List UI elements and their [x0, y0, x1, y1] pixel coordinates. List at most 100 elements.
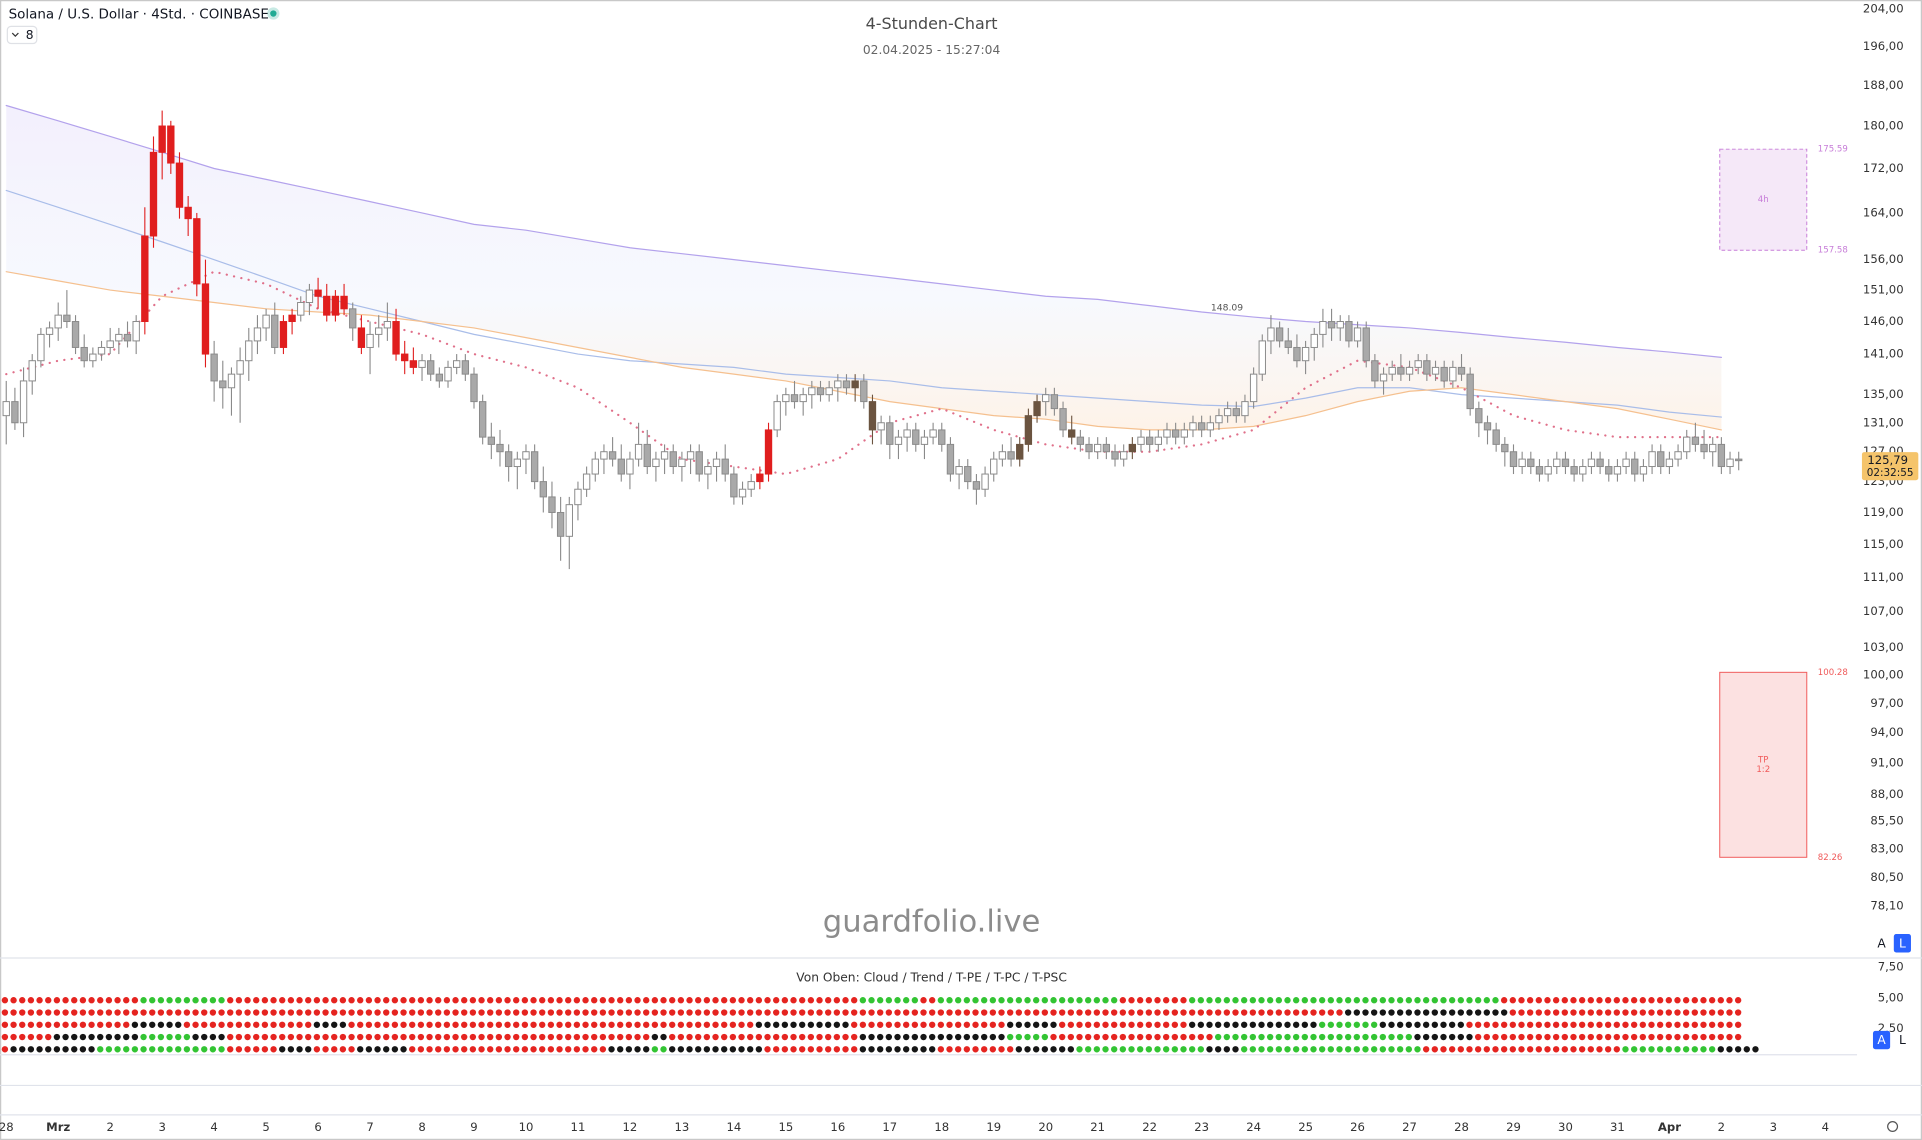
signal-dot — [209, 997, 217, 1004]
candle-body — [461, 360, 470, 375]
signal-dot — [1058, 1021, 1066, 1028]
signal-dot — [902, 1009, 910, 1016]
indicator-count[interactable]: 8 — [26, 28, 34, 42]
signal-dot — [175, 1046, 182, 1053]
signal-dot — [729, 1046, 737, 1053]
signal-dot — [322, 1046, 329, 1053]
indicator-toggle[interactable] — [6, 25, 38, 45]
y-tick-label: 196,00 — [1863, 39, 1904, 53]
settings-icon[interactable] — [1887, 1120, 1899, 1133]
signal-dot — [980, 997, 988, 1004]
candle-body — [1293, 346, 1301, 362]
signal-dot — [400, 997, 407, 1004]
signal-dot — [773, 1046, 780, 1053]
candle-body — [695, 451, 703, 475]
signal-dot — [885, 1046, 893, 1053]
signal-dot — [1526, 1009, 1534, 1016]
signal-dot — [1414, 1033, 1421, 1041]
signal-dot — [365, 1033, 373, 1041]
signal-dot — [374, 997, 381, 1004]
signal-dot — [1639, 1033, 1646, 1041]
signal-dot — [1223, 997, 1231, 1004]
signal-dot — [946, 1009, 953, 1016]
candle-body — [1007, 451, 1015, 460]
signal-dot — [36, 1021, 43, 1028]
candle-body — [496, 443, 504, 453]
signal-dot — [235, 1021, 243, 1028]
signal-dot — [1509, 997, 1517, 1004]
signal-dot — [1006, 1033, 1014, 1041]
candle-body — [938, 429, 946, 445]
signal-dot — [1544, 1009, 1551, 1016]
signal-dot — [799, 997, 806, 1004]
signal-dot — [868, 1009, 875, 1016]
signal-dot — [322, 1009, 329, 1016]
signal-dot — [1405, 1046, 1413, 1053]
signal-dot — [140, 1033, 147, 1041]
signal-dot — [452, 1021, 459, 1028]
signal-dot — [1032, 1033, 1040, 1041]
candle-body — [1700, 443, 1708, 453]
signal-dot — [452, 1033, 459, 1041]
signal-dot — [1084, 1033, 1092, 1041]
price-pane: 204,00 196,00 188,00 180,00 172,00 164,00 156,… — [2, 2, 1919, 912]
signal-dot — [617, 1009, 624, 1016]
auto-button[interactable]: A — [1877, 936, 1886, 950]
signal-dot — [227, 997, 234, 1004]
x-tick-label: 10 — [519, 1120, 534, 1134]
signal-dot — [686, 1009, 693, 1016]
signal-dot — [331, 1046, 338, 1053]
signal-dot — [1, 1009, 9, 1016]
signal-dot — [331, 997, 338, 1004]
signal-dot — [36, 997, 43, 1004]
signal-dot — [504, 997, 511, 1004]
signal-dot — [1613, 1033, 1620, 1041]
signal-dot — [721, 1033, 728, 1041]
signal-dot — [911, 1033, 919, 1041]
signal-dot — [695, 1009, 702, 1016]
price-tag — [1861, 452, 1919, 481]
signal-dot — [738, 1009, 745, 1016]
log-button-label[interactable]: L — [1899, 936, 1906, 950]
signal-dot — [1232, 1009, 1239, 1016]
signal-dot — [1292, 1033, 1300, 1041]
signal-dot — [322, 1033, 329, 1041]
signal-dot — [1301, 1046, 1309, 1053]
candle-body — [401, 353, 409, 362]
signal-dot — [478, 1021, 485, 1028]
signal-dot — [842, 1046, 849, 1053]
signal-dot — [565, 1021, 572, 1028]
signal-dot — [1691, 1021, 1698, 1028]
auto-button[interactable] — [1872, 1030, 1891, 1050]
indicator-title: Von Oben: Cloud / Trend / T-PE / T-PC / … — [796, 971, 1067, 985]
signal-dot — [1058, 1033, 1066, 1041]
signal-dot — [409, 1033, 416, 1041]
signal-dot — [305, 1009, 312, 1016]
signal-dot — [747, 1009, 754, 1016]
signal-dot — [1682, 1021, 1690, 1028]
signal-dot — [755, 1046, 763, 1053]
signal-dot — [53, 1009, 61, 1016]
candle-body — [894, 436, 903, 445]
signal-dot — [1457, 1009, 1465, 1016]
signal-dot — [123, 1046, 130, 1053]
signal-dot — [1041, 1046, 1049, 1053]
signal-dot — [1396, 1021, 1404, 1028]
signal-dot — [400, 1021, 407, 1028]
candle-body — [972, 481, 981, 490]
signal-dot — [989, 1009, 997, 1016]
signal-dot — [1656, 997, 1664, 1004]
log-button[interactable] — [1893, 934, 1911, 953]
signal-dot — [478, 997, 485, 1004]
signal-dot — [1622, 1021, 1629, 1028]
signal-dot — [1136, 997, 1144, 1004]
signal-dot — [461, 1021, 468, 1028]
signal-dot — [902, 1046, 910, 1053]
signal-dot — [1414, 1009, 1421, 1016]
auto-button-label[interactable]: A — [1877, 1033, 1886, 1047]
signal-dot — [530, 997, 537, 1004]
signal-dot — [1015, 1033, 1023, 1041]
signal-dot — [781, 1046, 789, 1053]
signal-dot — [1162, 1009, 1170, 1016]
log-button[interactable]: L — [1899, 1033, 1906, 1047]
